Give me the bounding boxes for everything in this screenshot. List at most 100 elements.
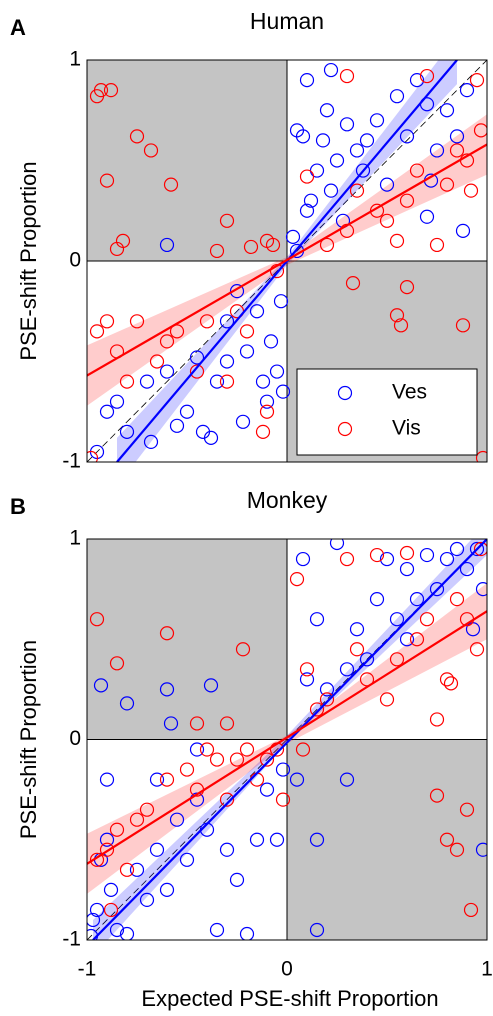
data-point: [99, 772, 115, 787]
data-point: [229, 872, 245, 887]
data-point: [109, 922, 125, 938]
data-point: [149, 842, 165, 857]
data-point: [315, 133, 331, 148]
data-point: [345, 276, 361, 291]
data-point: [93, 83, 109, 98]
data-point: [459, 561, 475, 577]
data-point: [119, 696, 135, 711]
data-point: [115, 233, 131, 248]
data-point: [389, 308, 405, 323]
data-point: [443, 676, 459, 691]
data-point: [219, 374, 235, 389]
data-point: [139, 374, 155, 389]
data-point: [235, 414, 251, 429]
shaded-quadrant: [86, 538, 288, 740]
data-point: [339, 662, 355, 677]
data-point: [409, 592, 425, 607]
data-point: [159, 334, 175, 349]
data-point: [409, 632, 425, 647]
data-point: [469, 72, 485, 88]
data-point: [89, 324, 105, 339]
data-point: [309, 922, 325, 938]
data-point: [399, 193, 415, 208]
legend-marker: [337, 421, 353, 437]
data-point: [455, 223, 471, 238]
data-point: [339, 772, 355, 787]
data-point: [159, 772, 175, 787]
data-point: [149, 354, 165, 369]
data-point: [169, 324, 185, 339]
data-point: [299, 662, 315, 677]
data-point: [379, 177, 395, 192]
data-point: [369, 592, 385, 607]
data-point: [255, 374, 271, 389]
data-point: [339, 551, 355, 567]
data-point: [459, 802, 475, 817]
y-tick-label: -1: [62, 928, 81, 951]
data-point: [99, 173, 115, 188]
data-point: [419, 547, 435, 563]
data-point: [469, 642, 485, 657]
data-point: [285, 229, 301, 244]
shaded-quadrant: [86, 59, 288, 262]
data-point: [349, 622, 365, 637]
data-point: [323, 62, 339, 78]
y-tick-label: 1: [69, 527, 81, 550]
data-point: [259, 752, 275, 767]
data-point: [319, 237, 335, 253]
data-point: [299, 203, 315, 218]
data-point: [263, 334, 279, 349]
panel-label: A: [10, 15, 26, 40]
data-point: [473, 123, 487, 138]
chart-title: Human: [250, 8, 324, 34]
data-point: [449, 541, 465, 557]
data-point: [119, 424, 135, 439]
data-point: [119, 374, 135, 389]
data-point: [309, 612, 325, 627]
data-point: [439, 832, 455, 847]
data-point: [469, 541, 485, 557]
data-point: [209, 374, 225, 389]
data-point: [459, 83, 475, 98]
data-point: [399, 280, 415, 295]
x-axis-label: Expected PSE-shift Proportion: [141, 986, 438, 1011]
data-point: [455, 318, 471, 333]
data-point: [269, 832, 285, 847]
panel-label: B: [10, 494, 26, 519]
data-point: [259, 404, 275, 419]
data-point: [229, 284, 245, 299]
data-point: [229, 752, 245, 767]
data-point: [219, 213, 235, 228]
data-point: [87, 912, 101, 928]
data-point: [339, 68, 355, 84]
fit-line: [92, 539, 487, 940]
y-axis-label: PSE-shift Proportion: [16, 161, 41, 360]
data-point: [399, 545, 415, 561]
data-point: [275, 762, 291, 777]
data-point: [203, 678, 219, 693]
data-point: [239, 324, 255, 339]
data-point: [219, 842, 235, 857]
data-point: [109, 656, 125, 671]
data-point: [99, 832, 115, 847]
data-point: [389, 233, 405, 248]
data-point: [319, 682, 335, 697]
data-point: [429, 712, 445, 727]
data-point: [429, 788, 445, 803]
legend-label: Vis: [392, 417, 421, 440]
data-point: [239, 742, 255, 757]
data-point: [169, 418, 185, 433]
legend-label: Ves: [392, 381, 427, 404]
data-point: [429, 143, 445, 158]
data-point: [439, 672, 455, 687]
data-point: [439, 177, 455, 192]
y-tick-label: 0: [69, 727, 81, 750]
data-point: [99, 404, 115, 419]
data-point: [163, 716, 179, 731]
data-point: [103, 882, 119, 897]
data-point: [103, 902, 119, 918]
x-tick-label: -1: [78, 958, 97, 981]
data-point: [99, 314, 115, 329]
data-point: [219, 716, 235, 731]
data-point: [323, 183, 339, 198]
